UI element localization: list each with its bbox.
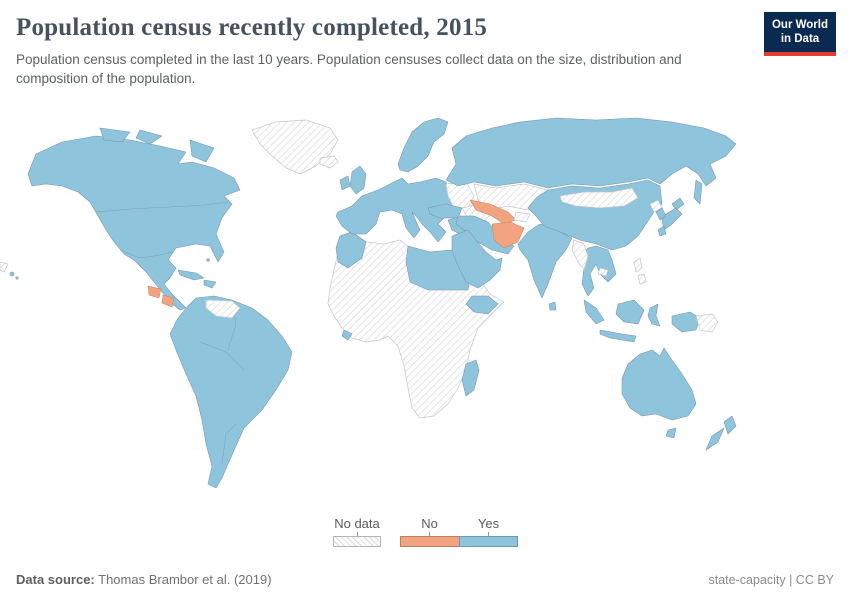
legend-bin-no-label: No [421,516,438,531]
legend-bin-yes-label: Yes [477,516,500,531]
legend-bin-yes-swatch[interactable] [459,535,518,547]
region-japan-kyushu[interactable] [657,225,667,237]
region-kyrgyzstan-tajikistan[interactable] [513,211,531,223]
region-sri-lanka[interactable] [548,301,557,311]
region-nicaragua[interactable] [161,294,175,308]
region-japan-honshu[interactable] [661,207,683,231]
data-source-label: Data source: [16,572,95,587]
owid-logo-line1: Our World [771,19,828,31]
world-map [0,112,850,512]
region-philippines-north[interactable] [633,257,643,273]
chart-footer: Data source: Thomas Brambor et al. (2019… [16,572,834,587]
region-borneo[interactable] [615,299,645,325]
region-madagascar[interactable] [461,359,480,397]
region-europe-mainland[interactable] [335,177,457,243]
region-new-zealand-south[interactable] [705,427,725,451]
chart-subtitle: Population census completed in the last … [16,51,682,86]
north-america-borders [95,201,229,259]
region-arctic-islands-1[interactable] [99,127,131,143]
region-java[interactable] [599,329,637,343]
legend-no-data-tick [356,531,358,536]
region-hawaii[interactable] [9,271,15,277]
region-scandinavia[interactable] [397,117,449,173]
owid-logo-line2: in Data [780,32,820,45]
region-tasmania[interactable] [665,427,677,439]
region-south-america[interactable] [169,295,293,489]
region-new-zealand-north[interactable] [723,415,737,435]
owid-logo[interactable]: Our World in Data [764,12,836,56]
region-bahamas[interactable] [206,258,210,262]
legend-bin-no-swatch[interactable] [400,535,459,547]
region-myanmar[interactable] [571,239,589,271]
region-india-pakistan[interactable] [517,223,573,299]
legend-no-data-label: No data [334,516,380,531]
chart-header: Population census recently completed, 20… [16,14,760,88]
region-australia[interactable] [621,347,697,421]
region-united-kingdom[interactable] [349,165,367,195]
region-west-new-guinea[interactable] [671,311,701,333]
region-afghanistan[interactable] [491,221,525,249]
region-left-edge-sliver[interactable] [0,261,9,273]
region-papua-new-guinea[interactable] [695,313,719,333]
page-title: Population census recently completed, 20… [16,14,488,41]
region-baffin-island[interactable] [189,139,215,163]
region-liberia[interactable] [341,329,353,341]
region-sulawesi[interactable] [647,303,661,327]
region-ireland[interactable] [339,175,351,191]
region-ethiopia[interactable] [465,295,499,315]
region-hawaii-2[interactable] [15,276,19,280]
region-iceland[interactable] [319,155,339,169]
region-sakhalin[interactable] [693,179,703,205]
legend-bins: No Yes [400,516,518,547]
region-philippines-south[interactable] [637,273,647,285]
region-japan-hokkaido[interactable] [671,197,685,211]
region-cuba[interactable] [177,269,205,281]
region-cambodia[interactable] [597,267,609,277]
world-map-svg [0,117,737,489]
legend-no-data[interactable]: No data [333,516,381,547]
region-sumatra[interactable] [583,299,605,325]
region-arctic-islands-2[interactable] [135,129,163,145]
region-saudi-arabia[interactable] [451,229,503,289]
region-venezuela[interactable] [205,299,241,319]
region-mongolia[interactable] [559,187,639,209]
license-note[interactable]: state-capacity | CC BY [708,573,834,587]
region-guatemala[interactable] [147,285,162,299]
region-russia[interactable] [445,117,737,189]
data-source-text[interactable]: Thomas Brambor et al. (2019) [98,572,272,587]
region-north-america[interactable] [27,135,241,311]
legend-no-data-swatch[interactable] [333,535,381,547]
region-hispaniola[interactable] [203,279,217,289]
